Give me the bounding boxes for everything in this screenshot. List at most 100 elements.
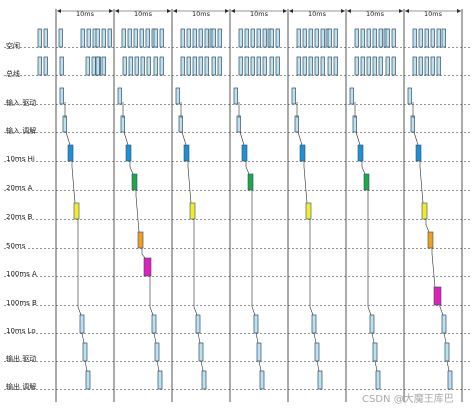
idle-pulse bbox=[192, 28, 197, 48]
idle-pulse bbox=[308, 28, 313, 48]
idle-pulse bbox=[372, 28, 377, 48]
idle-pulse bbox=[43, 28, 48, 48]
idle-pulse bbox=[204, 28, 209, 48]
task-block-task_20a bbox=[247, 173, 254, 191]
output-driver-pulse bbox=[314, 342, 320, 362]
task-10ms-lo bbox=[253, 314, 259, 334]
input-decode-pulse bbox=[236, 115, 241, 133]
idle-pulse bbox=[145, 28, 150, 48]
bus-pulse bbox=[314, 56, 319, 76]
task-block-task_20a bbox=[363, 173, 370, 191]
idle-pulse bbox=[198, 28, 203, 48]
period-label: 10ms bbox=[76, 10, 95, 18]
idle-pulse bbox=[256, 28, 261, 48]
idle-pulse bbox=[314, 28, 319, 48]
bus-pulse bbox=[140, 56, 145, 76]
idle-pulse bbox=[262, 28, 267, 48]
arrowhead-left bbox=[173, 9, 177, 13]
row-label-input-driver: 输入 驱动 bbox=[6, 98, 36, 107]
input-driver-pulse bbox=[407, 87, 412, 105]
flow-line bbox=[425, 219, 430, 233]
flow-line bbox=[431, 248, 436, 288]
arrowhead-right bbox=[109, 9, 113, 13]
input-decode-pulse bbox=[120, 115, 125, 133]
idle-pulse bbox=[107, 28, 112, 48]
row-label-50ms: 50ms bbox=[6, 242, 26, 250]
period-label: 10ms bbox=[250, 10, 269, 18]
output-decode-pulse bbox=[375, 370, 381, 390]
bus-pulse bbox=[43, 56, 48, 76]
task-10ms-lo bbox=[441, 314, 447, 334]
bus-pulse bbox=[430, 56, 435, 76]
task-10ms-lo bbox=[79, 314, 85, 334]
period-label: 10ms bbox=[424, 10, 443, 18]
idle-pulse bbox=[441, 28, 446, 48]
input-driver-pulse bbox=[349, 87, 354, 105]
row-label-bus: 总线 bbox=[6, 69, 20, 78]
task-10ms-hi bbox=[125, 144, 132, 162]
bus-pulse bbox=[211, 56, 216, 76]
bus-pulse bbox=[91, 56, 96, 76]
flow-line bbox=[303, 161, 308, 204]
idle-pulse bbox=[275, 28, 280, 48]
bus-pulse bbox=[424, 56, 429, 76]
bus-pulse bbox=[436, 56, 441, 76]
idle-pulse bbox=[354, 28, 359, 48]
idle-pulse bbox=[95, 28, 100, 48]
bus-pulse bbox=[37, 56, 42, 76]
bus-pulse bbox=[412, 56, 417, 76]
output-decode-pulse bbox=[157, 370, 163, 390]
flow-line bbox=[419, 161, 424, 204]
bus-pulse bbox=[269, 56, 274, 76]
arrowhead-left bbox=[57, 9, 61, 13]
bus-pulse bbox=[372, 56, 377, 76]
bus-pulse bbox=[186, 56, 191, 76]
flow-line bbox=[446, 360, 450, 372]
flow-line bbox=[77, 219, 82, 316]
idle-pulse bbox=[360, 28, 365, 48]
task-10ms-lo bbox=[151, 314, 157, 334]
idle-pulse bbox=[133, 28, 138, 48]
task-10ms-lo bbox=[311, 314, 317, 334]
bus-pulse bbox=[122, 56, 127, 76]
task-10ms-hi bbox=[241, 144, 248, 162]
input-decode-pulse bbox=[62, 115, 67, 133]
input-driver-pulse bbox=[233, 87, 238, 105]
arrowhead-left bbox=[115, 9, 119, 13]
arrowhead-right bbox=[341, 9, 345, 13]
flow-line bbox=[443, 332, 447, 344]
bus-pulse bbox=[101, 56, 106, 76]
idle-pulse bbox=[436, 28, 441, 48]
task-block-task_100 bbox=[433, 286, 442, 306]
bus-pulse bbox=[354, 56, 359, 76]
flow-line bbox=[258, 360, 262, 372]
idle-pulse bbox=[391, 28, 396, 48]
arrowhead-left bbox=[405, 9, 409, 13]
flow-line bbox=[71, 161, 76, 204]
idle-pulse bbox=[238, 28, 243, 48]
flow-line bbox=[354, 102, 361, 146]
input-decode-pulse bbox=[178, 115, 183, 133]
task-block-task_100 bbox=[143, 257, 152, 277]
idle-pulse bbox=[127, 28, 132, 48]
idle-pulse bbox=[269, 28, 274, 48]
row-label-output-driver: 输出 驱动 bbox=[6, 354, 36, 363]
bus-pulse bbox=[95, 56, 100, 76]
period-label: 10ms bbox=[192, 10, 211, 18]
idle-pulse bbox=[244, 28, 249, 48]
flow-line bbox=[180, 102, 187, 146]
bus-pulse bbox=[418, 56, 423, 76]
bus-pulse bbox=[275, 56, 280, 76]
idle-pulse bbox=[327, 28, 332, 48]
idle-pulse bbox=[430, 28, 435, 48]
flow-line bbox=[255, 332, 259, 344]
output-decode-pulse bbox=[85, 370, 91, 390]
bus-pulse bbox=[360, 56, 365, 76]
bus-pulse bbox=[192, 56, 197, 76]
output-decode-pulse bbox=[259, 370, 265, 390]
arrowhead-right bbox=[167, 9, 171, 13]
idle-pulse bbox=[333, 28, 338, 48]
task-block-task_50 bbox=[427, 231, 434, 249]
task-blocks bbox=[67, 144, 442, 306]
flow-lines bbox=[64, 102, 450, 372]
